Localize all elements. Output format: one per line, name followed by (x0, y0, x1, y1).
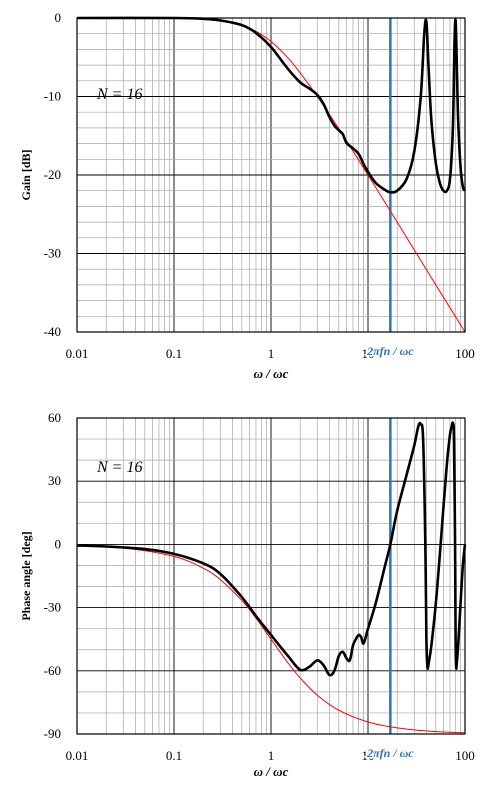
phase-annotation: N = 16 (96, 459, 142, 476)
phase-y-tick-label: 60 (48, 410, 61, 425)
gain-x-tick-labels: 0.01 0.1 1 10 100 (66, 346, 475, 361)
gain-y-tick-label: -30 (44, 246, 61, 261)
phase-y-tick-label: 30 (48, 473, 61, 488)
phase-y-tick-label: -90 (44, 726, 61, 741)
gain-x-tick-label: 10 (362, 346, 375, 361)
gain-x-tick-label: 0.1 (166, 346, 182, 361)
gain-plot-frame (76, 17, 466, 333)
gain-grid (76, 17, 465, 333)
gain-y-tick-label: -40 (44, 324, 61, 339)
phase-y-tick-labels: 60 30 0 -30 -60 -90 (44, 410, 61, 741)
phase-x-axis-label: ω / ωc (254, 764, 289, 779)
phase-x-tick-label: 1 (268, 748, 275, 763)
gain-x-tick-label: 1 (268, 346, 275, 361)
gain-series-actual-line (76, 16, 467, 194)
phase-series-ideal-line (76, 545, 466, 734)
gain-marker-label: 2πfn / ωc (366, 344, 414, 358)
gain-y-axis-label: Gain [dB] (19, 149, 33, 200)
gain-x-tick-label: 100 (455, 346, 475, 361)
gain-annotation: N = 16 (96, 86, 142, 103)
gain-series-group (76, 16, 467, 333)
phase-y-tick-label: 0 (55, 536, 62, 551)
phase-series-group (76, 421, 467, 734)
gain-y-tick-labels: 0 -10 -20 -30 -40 (44, 10, 61, 339)
phase-chart: 60 30 0 -30 -60 -90 0.01 0.1 1 10 100 2πfn / ωc N… (19, 410, 475, 779)
phase-x-tick-labels: 0.01 0.1 1 10 100 (66, 748, 475, 763)
gain-y-tick-label: 0 (55, 10, 62, 25)
gain-y-tick-label: -10 (44, 89, 61, 104)
phase-x-tick-label: 0.1 (166, 748, 182, 763)
phase-plot-frame (76, 417, 466, 735)
phase-series-actual-line (76, 421, 467, 677)
phase-x-tick-label: 10 (362, 748, 375, 763)
phase-marker-label: 2πfn / ωc (366, 746, 414, 760)
gain-x-axis-label: ω / ωc (254, 366, 289, 381)
gain-chart: 0 -10 -20 -30 -40 0.01 0.1 1 10 100 2πfn / ωc N … (19, 10, 475, 381)
phase-x-tick-label: 0.01 (66, 748, 89, 763)
phase-y-tick-label: -30 (44, 600, 61, 615)
gain-x-tick-label: 0.01 (66, 346, 89, 361)
phase-y-axis-label: Phase angle [deg] (19, 531, 33, 620)
phase-y-tick-label: -60 (44, 663, 61, 678)
phase-x-tick-label: 100 (455, 748, 475, 763)
gain-y-tick-label: -20 (44, 167, 61, 182)
